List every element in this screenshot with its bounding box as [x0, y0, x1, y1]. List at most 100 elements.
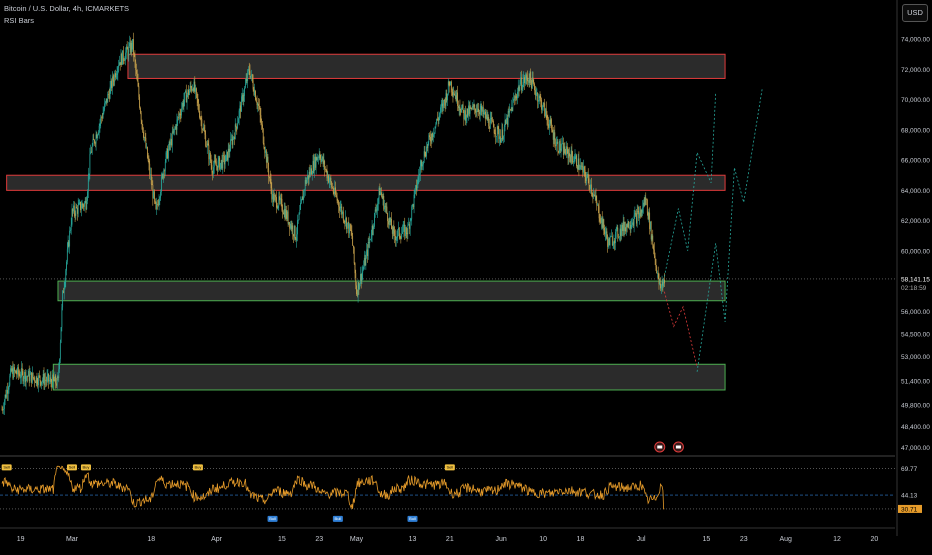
resistance-zone-2[interactable]: [6, 174, 726, 191]
candle-body: [21, 368, 22, 378]
candle-body: [367, 242, 369, 257]
candle-body: [513, 99, 514, 101]
rsi-marker-text: Bull: [335, 516, 342, 521]
candle-body: [364, 258, 366, 266]
rsi-marker-sell-3[interactable]: [80, 464, 91, 471]
candle-body: [325, 169, 326, 170]
rsi-marker-sell-1[interactable]: [1, 464, 12, 471]
candle-body: [374, 209, 376, 214]
support-zone-4[interactable]: [52, 363, 726, 391]
candle-body: [551, 123, 553, 130]
currency-button[interactable]: USD: [902, 4, 928, 22]
candle-body: [340, 206, 342, 209]
candle-body: [358, 282, 360, 290]
rsi-marker-bull-2[interactable]: [332, 515, 343, 522]
candle-body: [383, 195, 385, 210]
candle-body: [415, 185, 417, 190]
candle-body: [402, 231, 403, 234]
time-tick-label: 12: [833, 536, 841, 543]
candle-body: [108, 94, 109, 95]
candle-body: [304, 190, 305, 191]
candle-body: [88, 173, 90, 176]
candle-body: [425, 156, 427, 157]
candle-body: [640, 209, 642, 217]
candle-body: [134, 54, 136, 62]
candle-body: [2, 409, 4, 411]
candle-body: [77, 208, 78, 214]
rsi-marker-bull-3[interactable]: [407, 515, 418, 522]
rsi-marker-bull-1[interactable]: [267, 515, 278, 522]
candle-body: [54, 375, 56, 382]
candle-body: [201, 118, 203, 130]
candle-body: [194, 81, 196, 92]
candle-body: [353, 247, 355, 264]
candle-body: [214, 160, 216, 162]
candle-body: [296, 234, 298, 241]
candle-body: [409, 219, 411, 229]
candle-body: [641, 209, 643, 213]
candle-body: [516, 97, 518, 99]
candle-body: [239, 105, 241, 111]
candle-body: [604, 232, 606, 235]
candle-body: [363, 258, 365, 267]
candle-body: [653, 249, 655, 256]
candle-body: [536, 93, 538, 94]
candle-body: [182, 102, 184, 107]
candle-body: [240, 105, 242, 112]
candle-body: [394, 230, 396, 236]
support-zone-3[interactable]: [57, 280, 726, 302]
candle-body: [74, 213, 76, 216]
candle-body: [209, 152, 210, 160]
candle-body: [229, 150, 231, 153]
candle-body: [418, 175, 420, 178]
rsi-marker-sell-5[interactable]: [444, 464, 455, 471]
candle-body: [38, 375, 40, 376]
candle-body: [61, 307, 63, 328]
candle-body: [374, 213, 375, 227]
candle-body: [73, 205, 75, 214]
candle-body: [315, 157, 317, 168]
candle-body: [320, 158, 322, 162]
candle-body: [122, 50, 124, 60]
candle-body: [460, 110, 462, 113]
candle-body: [270, 179, 272, 189]
candle-body: [342, 211, 343, 215]
rsi-marker-sell-4[interactable]: [192, 464, 203, 471]
candle-body: [43, 374, 45, 385]
resistance-zone-1[interactable]: [127, 53, 726, 79]
candle-body: [200, 117, 202, 119]
candle-body: [132, 39, 134, 50]
time-tick-label: 18: [577, 536, 585, 543]
candle-body: [29, 374, 31, 382]
candle-body: [575, 155, 577, 157]
candle-body: [135, 61, 137, 71]
candle-body: [289, 222, 291, 229]
candle-body: [161, 174, 163, 177]
candle-body: [546, 115, 548, 119]
candle-body: [352, 235, 354, 246]
candle-body: [468, 105, 470, 114]
candle-body: [128, 46, 130, 56]
candle-body: [520, 77, 522, 90]
candle-body: [294, 225, 296, 239]
rsi-marker-sell-2[interactable]: [66, 464, 77, 471]
candle-body: [119, 62, 120, 66]
candle-body: [487, 116, 489, 121]
candle-body: [584, 169, 586, 177]
candle-body: [482, 107, 483, 112]
candle-body: [405, 227, 407, 233]
candle-body: [657, 272, 659, 274]
price-tick-label: 60,000.00: [901, 248, 930, 255]
candle-body: [578, 158, 580, 170]
candle-body: [617, 227, 619, 237]
candle-body: [21, 368, 23, 372]
candle-body: [579, 169, 581, 170]
candle-body: [32, 372, 34, 378]
candle-body: [87, 191, 88, 201]
candle-body: [349, 224, 351, 231]
candle-body: [247, 70, 249, 82]
candle-body: [562, 142, 564, 155]
candle-body: [520, 77, 521, 85]
